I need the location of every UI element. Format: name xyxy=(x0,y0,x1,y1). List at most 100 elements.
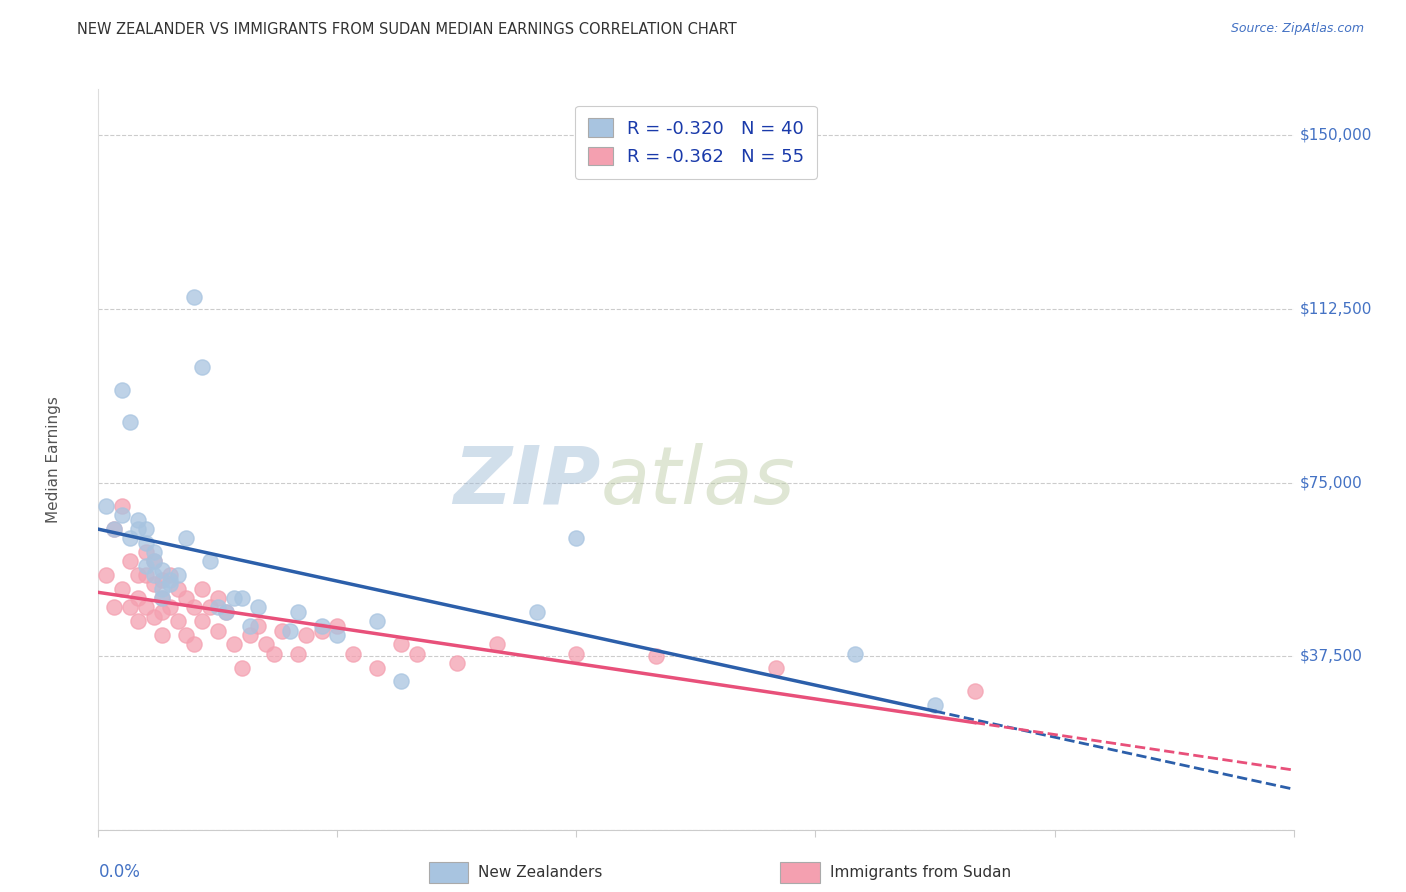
Point xyxy=(135,535,157,549)
Point xyxy=(159,568,181,582)
Point xyxy=(120,531,142,545)
Point xyxy=(565,647,588,661)
Point xyxy=(111,582,134,596)
Point xyxy=(231,591,253,606)
Point xyxy=(150,564,173,578)
Point xyxy=(765,660,787,674)
Point xyxy=(844,647,866,661)
Point xyxy=(111,499,134,513)
Point xyxy=(120,415,142,429)
Point xyxy=(167,568,190,582)
Point xyxy=(143,577,166,591)
Point xyxy=(231,660,253,674)
Point xyxy=(150,605,173,619)
Point xyxy=(263,647,285,661)
Point xyxy=(207,600,229,615)
Text: atlas: atlas xyxy=(600,442,796,521)
Point xyxy=(565,531,588,545)
Point xyxy=(174,591,197,606)
Point xyxy=(127,512,149,526)
Point xyxy=(135,600,157,615)
Point xyxy=(150,573,173,587)
Text: Source: ZipAtlas.com: Source: ZipAtlas.com xyxy=(1230,22,1364,36)
Point xyxy=(278,624,301,638)
Point xyxy=(526,605,548,619)
Point xyxy=(294,628,316,642)
Point xyxy=(389,637,412,651)
Point xyxy=(239,619,262,633)
Point xyxy=(287,605,309,619)
Point xyxy=(191,359,214,374)
Point xyxy=(924,698,946,712)
Text: $75,000: $75,000 xyxy=(1299,475,1362,490)
Point xyxy=(239,628,262,642)
Point xyxy=(120,554,142,568)
Point xyxy=(159,577,181,591)
Point xyxy=(174,628,197,642)
Point xyxy=(135,545,157,559)
Point xyxy=(246,600,269,615)
Point xyxy=(406,647,429,661)
Point xyxy=(215,605,238,619)
Point xyxy=(167,582,190,596)
Point xyxy=(645,648,668,663)
Point xyxy=(215,605,238,619)
Point xyxy=(198,554,221,568)
Text: 0.0%: 0.0% xyxy=(98,863,141,881)
Point xyxy=(183,637,205,651)
Text: $37,500: $37,500 xyxy=(1299,648,1362,664)
Point xyxy=(143,568,166,582)
Text: Median Earnings: Median Earnings xyxy=(45,396,60,523)
Point xyxy=(389,674,412,689)
Point xyxy=(127,568,149,582)
Point xyxy=(222,591,245,606)
Point xyxy=(103,600,125,615)
Point xyxy=(159,600,181,615)
Point xyxy=(143,609,166,624)
Point xyxy=(143,545,166,559)
Point xyxy=(135,568,157,582)
Point xyxy=(120,600,142,615)
Point xyxy=(485,637,508,651)
Point xyxy=(127,615,149,629)
Point xyxy=(135,522,157,536)
Text: New Zealanders: New Zealanders xyxy=(478,865,602,880)
Point xyxy=(111,383,134,397)
Point xyxy=(246,619,269,633)
Point xyxy=(127,591,149,606)
Point xyxy=(143,554,166,568)
Text: Immigrants from Sudan: Immigrants from Sudan xyxy=(830,865,1011,880)
Text: ZIP: ZIP xyxy=(453,442,600,521)
Point xyxy=(103,522,125,536)
Point xyxy=(222,637,245,651)
Point xyxy=(254,637,277,651)
Text: $112,500: $112,500 xyxy=(1299,301,1372,317)
Point xyxy=(287,647,309,661)
Point xyxy=(143,554,166,568)
Point xyxy=(183,600,205,615)
Point xyxy=(342,647,364,661)
Point xyxy=(198,600,221,615)
Point xyxy=(96,499,118,513)
Point xyxy=(150,582,173,596)
Point xyxy=(150,628,173,642)
Point xyxy=(183,290,205,304)
Point xyxy=(366,660,388,674)
Point xyxy=(96,568,118,582)
Point xyxy=(135,558,157,573)
Text: $150,000: $150,000 xyxy=(1299,128,1372,143)
Point xyxy=(366,615,388,629)
Point xyxy=(326,628,349,642)
Text: NEW ZEALANDER VS IMMIGRANTS FROM SUDAN MEDIAN EARNINGS CORRELATION CHART: NEW ZEALANDER VS IMMIGRANTS FROM SUDAN M… xyxy=(77,22,737,37)
Point xyxy=(270,624,292,638)
Point xyxy=(311,619,333,633)
Point xyxy=(207,591,229,606)
Point xyxy=(191,615,214,629)
Point xyxy=(111,508,134,522)
Point xyxy=(159,573,181,587)
Point xyxy=(150,591,173,606)
Point xyxy=(207,624,229,638)
Point xyxy=(167,615,190,629)
Point xyxy=(174,531,197,545)
Point xyxy=(150,591,173,606)
